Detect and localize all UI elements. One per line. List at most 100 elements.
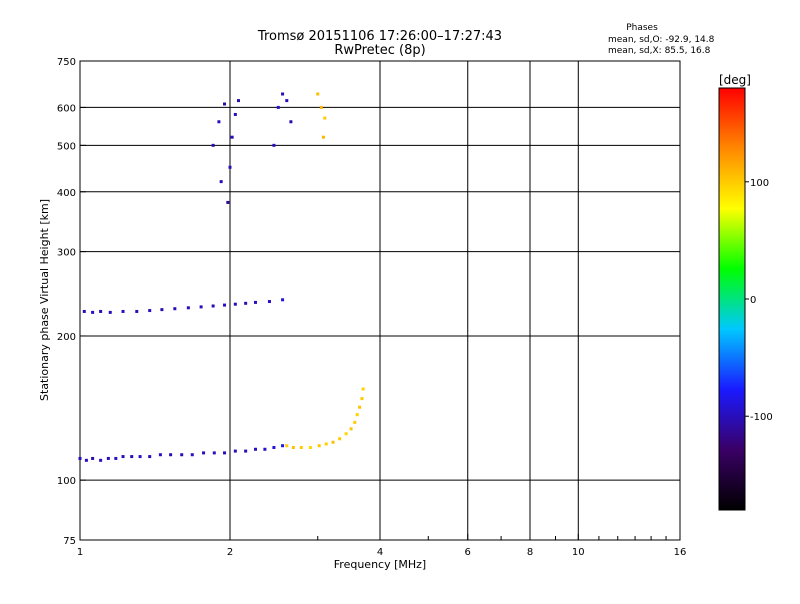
data-point: [202, 451, 206, 455]
data-point: [180, 453, 184, 457]
colorbar-gradient: [718, 87, 746, 511]
data-point: [253, 300, 257, 304]
y-tick-label: 200: [57, 332, 76, 343]
data-point: [148, 455, 152, 459]
y-axis-label: Stationary phase Virtual Height [km]: [38, 199, 51, 401]
data-point: [291, 445, 295, 449]
plot-area: 1 2 4 6 8 10 16 75 100 200 300 400 500 600 750: [57, 57, 686, 558]
y-tick-label: 100: [57, 476, 76, 487]
data-point: [253, 447, 257, 451]
y-tick-label: 750: [57, 57, 76, 68]
data-point: [230, 135, 234, 139]
y-tick-label: 300: [57, 248, 76, 259]
data-point: [299, 445, 303, 449]
grid-lines: [80, 61, 680, 540]
data-point: [223, 451, 227, 455]
data-point: [272, 445, 276, 449]
data-point: [212, 451, 216, 455]
data-point: [219, 180, 223, 184]
y-axis-ticks: 75 100 200 300 400 500 600 750: [57, 57, 86, 547]
x-tick-label: 6: [465, 547, 471, 558]
x-tick-label: 8: [527, 547, 533, 558]
colorbar-tick-label: 100: [750, 178, 769, 189]
data-point: [233, 112, 237, 116]
data-point: [244, 301, 248, 305]
stats-o-line: mean, sd,O: -92.9, 14.8: [608, 35, 715, 45]
data-point: [78, 456, 82, 460]
data-point: [233, 449, 237, 453]
data-point: [233, 302, 237, 306]
stats-heading: Phases: [626, 23, 658, 33]
colorbar: [deg] 100 0 -100: [718, 73, 773, 511]
data-point: [344, 432, 348, 436]
data-point: [358, 405, 362, 409]
x-tick-label: 4: [377, 547, 383, 558]
data-point: [160, 308, 164, 312]
x-tick-label: 2: [227, 547, 233, 558]
data-point: [244, 449, 248, 453]
data-point: [82, 309, 86, 313]
y-tick-label: 500: [57, 141, 76, 152]
colorbar-tick-label: -100: [750, 412, 773, 423]
data-point: [317, 444, 321, 448]
x-axis-ticks: 1 2 4 6 8 10 16: [77, 534, 687, 558]
data-point: [285, 99, 289, 103]
data-point: [199, 305, 203, 309]
y-tick-label: 75: [63, 536, 76, 547]
x-tick-label: 10: [572, 547, 585, 558]
data-point: [272, 143, 276, 147]
data-point: [91, 456, 95, 460]
data-point: [173, 307, 177, 311]
data-point: [106, 456, 110, 460]
data-point: [353, 420, 357, 424]
y-tick-label: 600: [57, 103, 76, 114]
data-point: [223, 303, 227, 307]
data-point: [331, 440, 335, 444]
y-tick-label: 400: [57, 188, 76, 199]
data-point: [108, 310, 112, 314]
chart-title: Tromsø 20151106 17:26:00–17:27:43: [257, 29, 502, 44]
data-point: [186, 306, 190, 310]
data-point: [211, 143, 215, 147]
data-point: [281, 444, 285, 448]
data-point: [361, 387, 365, 391]
data-point: [91, 310, 95, 314]
x-tick-label: 16: [674, 547, 687, 558]
colorbar-tick-label: 0: [750, 295, 756, 306]
data-point: [319, 105, 323, 109]
data-point: [114, 456, 118, 460]
data-point: [148, 309, 152, 313]
data-point: [121, 309, 125, 313]
data-point: [228, 165, 232, 169]
data-point: [121, 455, 125, 459]
data-point: [236, 99, 240, 103]
data-point: [276, 105, 280, 109]
data-point: [281, 298, 285, 302]
data-point: [355, 413, 359, 417]
data-point: [285, 444, 289, 448]
data-point: [84, 458, 88, 462]
data-point: [308, 445, 312, 449]
data-point: [158, 453, 162, 457]
data-point: [169, 453, 173, 457]
colorbar-ticks: 100 0 -100: [745, 178, 773, 423]
data-point: [217, 120, 221, 124]
data-point: [99, 458, 103, 462]
data-point: [226, 200, 230, 204]
data-point: [138, 455, 142, 459]
data-point: [190, 453, 194, 457]
data-point: [130, 455, 134, 459]
data-point: [223, 102, 227, 106]
data-point: [267, 300, 271, 304]
data-point: [349, 427, 353, 431]
data-point: [316, 92, 320, 96]
data-point: [281, 92, 285, 96]
chart-subtitle: RwPretec (8p): [334, 43, 425, 58]
stats-x-line: mean, sd,X: 85.5, 16.8: [608, 46, 711, 56]
data-point: [263, 447, 267, 451]
data-points: [78, 92, 365, 462]
data-point: [338, 437, 342, 441]
colorbar-label: [deg]: [719, 73, 751, 87]
data-point: [321, 135, 325, 139]
